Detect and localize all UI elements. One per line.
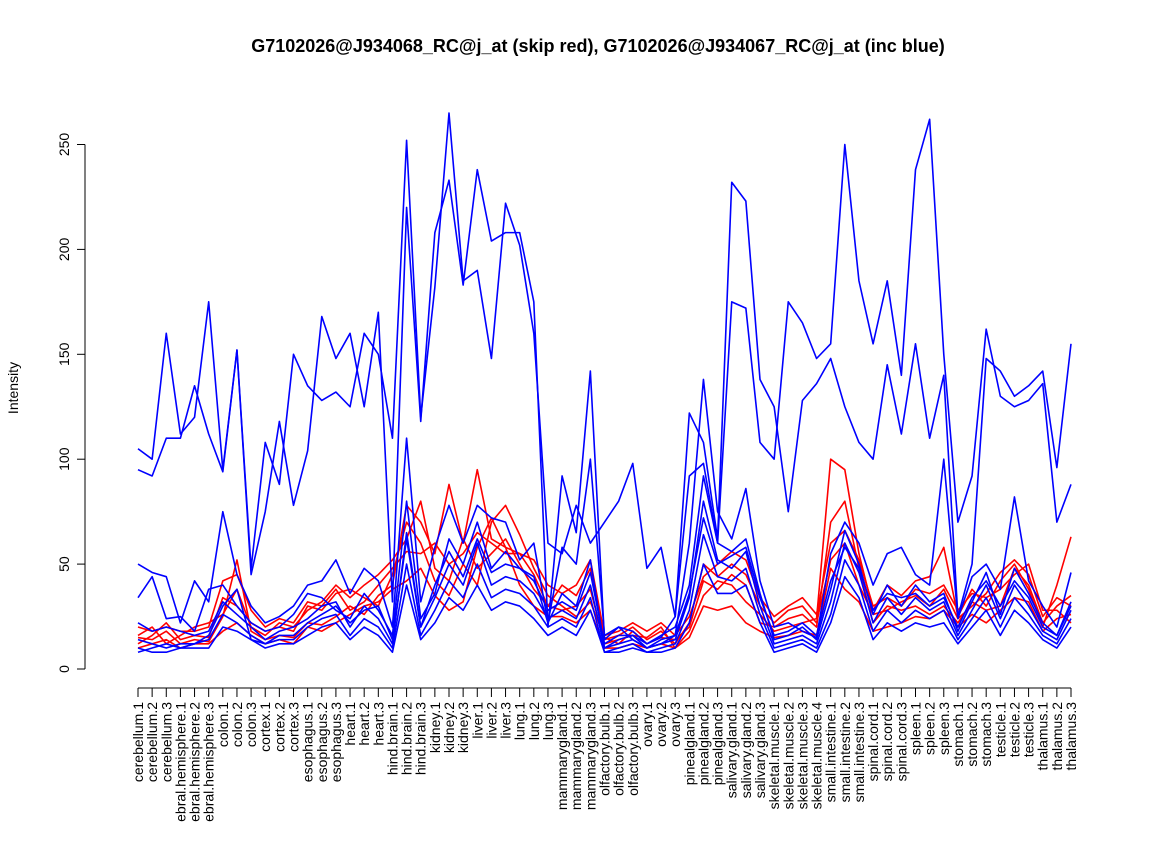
x-tick-label: cerebellum.2 [144, 702, 160, 782]
x-tick-label: thalamus.2 [1049, 702, 1065, 771]
x-axis: cerebellum.1cerebellum.2cerebellum.3ebra… [130, 687, 1079, 822]
x-tick-label: ebral.hemisphere.2 [187, 702, 203, 822]
x-tick-label: spinal.cord.2 [879, 702, 895, 782]
x-tick-label: mammarygland.1 [554, 702, 570, 810]
chart-title: G7102026@J934068_RC@j_at (skip red), G71… [251, 36, 945, 56]
x-tick-label: small.intestine.3 [851, 702, 867, 803]
x-tick-label: testicle.1 [992, 702, 1008, 757]
x-tick-label: skeletal.muscle.4 [809, 702, 825, 810]
x-tick-label: cerebellum.3 [158, 702, 174, 782]
x-tick-label: olfactory.bulb.3 [625, 702, 641, 796]
x-tick-label: cortex.2 [271, 702, 287, 752]
x-tick-label: ebral.hemisphere.3 [201, 702, 217, 822]
x-tick-label: colon.3 [243, 702, 259, 747]
x-tick-label: liver.3 [498, 702, 514, 739]
x-tick-label: ovary.3 [667, 702, 683, 747]
x-tick-label: colon.2 [229, 702, 245, 747]
y-axis-label: Intensity [5, 362, 21, 414]
x-tick-label: spleen.2 [922, 702, 938, 755]
series-group [137, 112, 1072, 654]
x-tick-label: cerebellum.1 [130, 702, 146, 782]
y-axis: 0 50 100 150 200 250 [56, 133, 86, 673]
x-tick-label: stomach.2 [964, 702, 980, 767]
x-tick-label: heart.3 [370, 702, 386, 746]
x-tick-label: stomach.3 [978, 702, 994, 767]
series-line-skip-5 [137, 529, 1072, 637]
x-tick-label: salivary.gland.1 [724, 702, 740, 798]
x-tick-label: ovary.2 [653, 702, 669, 747]
y-tick-label: 200 [56, 238, 72, 262]
x-tick-label: esophagus.2 [314, 702, 330, 782]
y-tick-label: 50 [56, 556, 72, 572]
x-tick-label: olfactory.bulb.1 [597, 702, 613, 796]
x-tick-label: esophagus.1 [300, 702, 316, 782]
series-line-inc-3 [137, 378, 1072, 649]
x-tick-label: hind.brain.3 [413, 702, 429, 775]
x-tick-label: salivary.gland.3 [752, 702, 768, 798]
x-tick-label: spinal.cord.3 [893, 702, 909, 782]
x-tick-label: thalamus.1 [1035, 702, 1051, 771]
y-tick-label: 150 [56, 342, 72, 366]
x-tick-label: liver.1 [469, 702, 485, 739]
x-tick-label: cortex.1 [257, 702, 273, 752]
series-line-inc-1 [137, 112, 1072, 618]
x-tick-label: small.intestine.1 [823, 702, 839, 803]
x-tick-label: skeletal.muscle.3 [794, 702, 810, 810]
x-tick-label: pinealgland.3 [710, 702, 726, 786]
x-tick-label: heart.1 [342, 702, 358, 746]
y-tick-label: 250 [56, 133, 72, 157]
x-tick-label: lung.2 [526, 702, 542, 740]
x-tick-label: liver.2 [483, 702, 499, 739]
x-tick-label: salivary.gland.2 [738, 702, 754, 798]
x-tick-label: kidney.2 [441, 702, 457, 753]
x-tick-label: kidney.1 [427, 702, 443, 753]
x-tick-label: pinealgland.2 [695, 702, 711, 786]
x-tick-label: ovary.1 [639, 702, 655, 747]
x-tick-label: kidney.3 [455, 702, 471, 753]
series-line-inc-8 [137, 517, 1072, 653]
x-tick-label: spleen.1 [908, 702, 924, 755]
x-tick-label: spinal.cord.1 [865, 702, 881, 782]
y-tick-label: 0 [56, 665, 72, 673]
x-tick-label: mammarygland.3 [582, 702, 598, 810]
y-tick-label: 100 [56, 447, 72, 471]
x-tick-label: small.intestine.2 [837, 702, 853, 803]
x-tick-label: hind.brain.1 [384, 702, 400, 775]
x-tick-label: skeletal.muscle.2 [780, 702, 796, 810]
x-tick-label: olfactory.bulb.2 [611, 702, 627, 796]
x-tick-label: skeletal.muscle.1 [766, 702, 782, 810]
x-tick-label: thalamus.3 [1063, 702, 1079, 771]
x-tick-label: colon.1 [215, 702, 231, 747]
x-tick-label: pinealgland.1 [681, 702, 697, 786]
x-tick-label: cortex.3 [286, 702, 302, 752]
x-tick-label: esophagus.3 [328, 702, 344, 782]
x-tick-label: testicle.3 [1021, 702, 1037, 757]
x-tick-label: spleen.3 [936, 702, 952, 755]
series-line-inc-7 [137, 563, 1072, 654]
x-tick-label: lung.1 [512, 702, 528, 740]
x-tick-label: lung.3 [540, 702, 556, 740]
x-tick-label: stomach.1 [950, 702, 966, 767]
x-tick-label: hind.brain.2 [399, 702, 415, 775]
x-tick-label: testicle.2 [1006, 702, 1022, 757]
x-tick-label: ebral.hemisphere.1 [172, 702, 188, 822]
x-tick-label: mammarygland.2 [568, 702, 584, 810]
series-line-inc-2 [137, 168, 1072, 645]
x-tick-label: heart.2 [356, 702, 372, 746]
